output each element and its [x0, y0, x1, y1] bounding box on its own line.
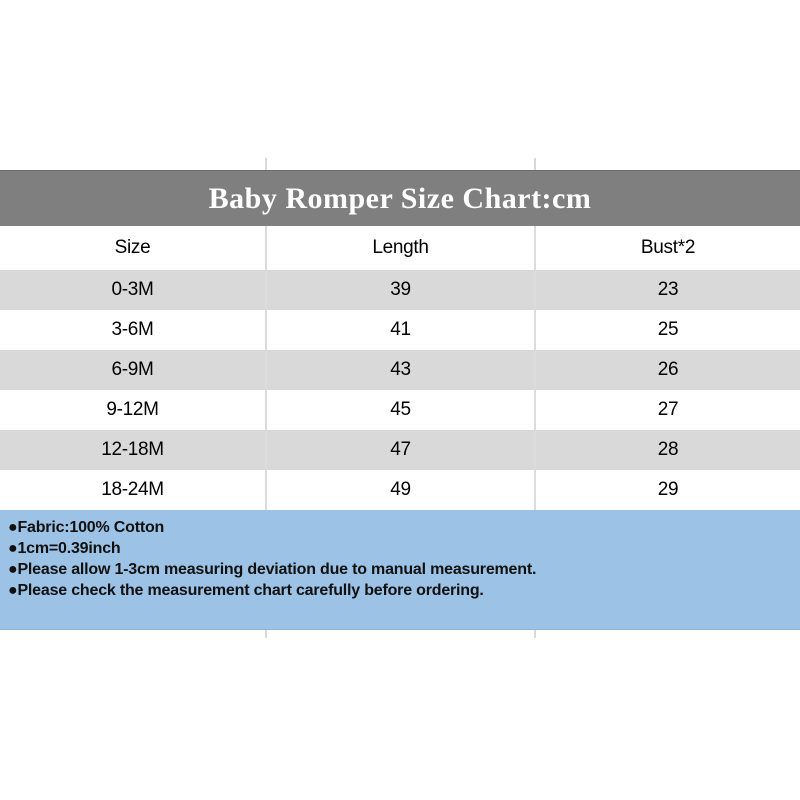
header-cell-length: Length	[266, 226, 536, 270]
table-cell: 41	[266, 310, 536, 350]
table-cell: 9-12M	[0, 390, 267, 430]
table-cell: 6-9M	[0, 350, 267, 390]
table-cell: 28	[657, 439, 679, 460]
page-title: Baby Romper Size Chart:cm	[208, 181, 592, 215]
table-cell: 25	[657, 319, 679, 340]
table-cell: 39	[266, 270, 536, 310]
header-cell-size: Size	[0, 226, 267, 270]
note-line: ●Fabric:100% Cotton	[8, 519, 165, 536]
table-cell: 45	[266, 390, 536, 430]
notes-panel: ●Fabric:100% Cotton ●1cm=0.39inch ●Please …	[0, 510, 800, 630]
table-cell: 27	[657, 399, 679, 420]
table-row: 0-3M 39 23	[0, 270, 800, 310]
table-cell: 47	[266, 430, 536, 470]
table-header-row: Size Length Bust*2	[0, 226, 800, 270]
table-cell: 0-3M	[0, 270, 267, 310]
gridline-stub	[265, 158, 267, 170]
chart-title-bar: Baby Romper Size Chart:cm	[0, 170, 800, 226]
table-cell: 12-18M	[0, 430, 267, 470]
table-body: 0-3M 39 23 3-6M 41 25 6-9M 43 26 9-12M 45 27 12-18M 4…	[0, 270, 800, 510]
top-whitespace	[0, 0, 800, 170]
table-cell: 18-24M	[0, 470, 267, 510]
table-row: 9-12M 45 27	[0, 390, 800, 430]
table-cell: 23	[657, 279, 679, 300]
note-line: ●1cm=0.39inch	[8, 540, 121, 557]
note-line: ●Please allow 1-3cm measuring deviation …	[8, 561, 537, 578]
table-row: 3-6M 41 25	[0, 310, 800, 350]
table-row: 18-24M 49 29	[0, 470, 800, 510]
header-cell-bust: Bust*2	[535, 226, 800, 270]
table-cell: 43	[266, 350, 536, 390]
note-line: ●Please check the measurement chart care…	[8, 582, 484, 599]
size-chart-table: Size Length Bust*2 0-3M 39 23 3-6M 41 25 6-9M 4…	[0, 226, 800, 510]
table-cell: 26	[657, 359, 679, 380]
gridline-stub	[534, 630, 536, 638]
gridline-stub	[534, 158, 536, 170]
table-row: 12-18M 47 28	[0, 430, 800, 470]
table-cell: 49	[266, 470, 536, 510]
table-cell: 3-6M	[0, 310, 267, 350]
table-cell: 29	[657, 479, 679, 500]
table-row: 6-9M 43 26	[0, 350, 800, 390]
gridline-stub	[265, 630, 267, 638]
